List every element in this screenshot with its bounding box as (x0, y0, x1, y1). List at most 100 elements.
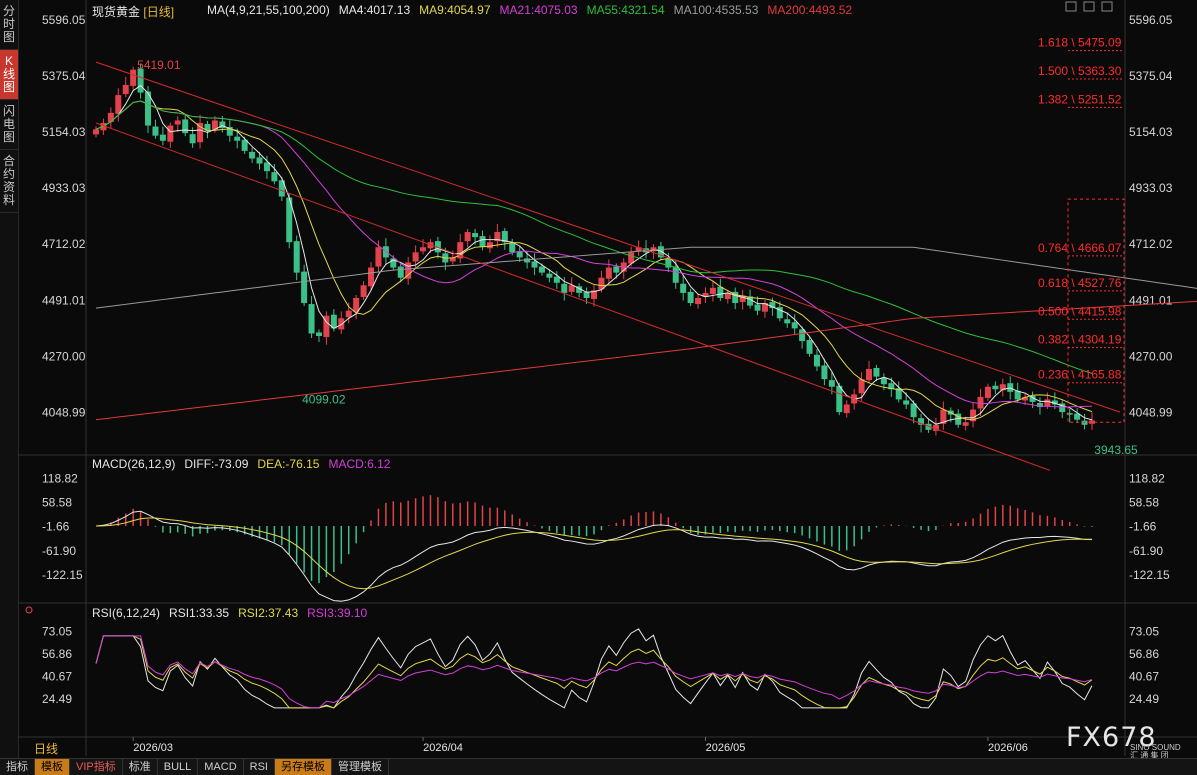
candle-body (249, 151, 256, 159)
candle-body (568, 285, 575, 292)
candle-body (315, 332, 322, 337)
candle-body (843, 404, 850, 414)
fib-label-6: 0.382 \ 4304.19 (1038, 333, 1122, 347)
candle-body (836, 385, 843, 413)
candle-body (390, 258, 397, 268)
rsi12-line (95, 635, 1093, 709)
candle-body (761, 303, 768, 312)
toolbar-tab-0[interactable]: 指标 (0, 759, 35, 775)
candle-18 (226, 120, 233, 142)
candle-118 (970, 402, 977, 428)
candle-body (368, 267, 375, 287)
low-label-2: 3943.65 (1094, 443, 1138, 457)
candle-body (434, 241, 441, 253)
candle-body (709, 287, 716, 294)
toolbar-tab-1[interactable]: 模板 (35, 759, 70, 775)
candle-body (531, 261, 538, 268)
rsi-tick-right-0: 73.05 (1129, 625, 1159, 639)
candle-body (145, 91, 152, 126)
candle-2 (107, 107, 114, 129)
rsi-tick-left-0: 73.05 (42, 625, 72, 639)
candle-body (955, 413, 962, 425)
legend-item-5: MA100:4535.53 (673, 3, 759, 17)
candle-body (472, 233, 479, 238)
candle-body (665, 258, 672, 268)
candle-29 (308, 295, 315, 339)
candle-body (93, 129, 99, 135)
candle-63 (561, 276, 568, 301)
candle-94 (791, 314, 798, 335)
candle-57 (516, 245, 523, 262)
candle-93 (784, 312, 791, 328)
fib-label-1: 1.500 \ 5363.30 (1038, 64, 1122, 78)
toolbar-tab-8[interactable]: 管理模板 (332, 759, 389, 775)
window-min-icon (1101, 1, 1113, 12)
candle-body (1074, 413, 1081, 420)
candle-119 (977, 388, 984, 417)
candle-3 (115, 88, 122, 122)
fib-label-3: 0.764 \ 4666.07 (1038, 241, 1122, 255)
price-tick-left-2: 5154.03 (42, 125, 86, 139)
view-tab-2[interactable]: 闪电图 (0, 100, 18, 150)
ma55-line (95, 100, 1093, 374)
timeframe-label[interactable]: 日线 (34, 742, 59, 756)
macd-tick-right-1: 58.58 (1129, 496, 1159, 510)
macd-diff-line (95, 510, 1093, 602)
candle-body (286, 197, 293, 243)
candle-body (866, 368, 873, 381)
x-tick-0: 2026/03 (133, 742, 173, 754)
view-tab-3[interactable]: 合约资料 (0, 150, 18, 213)
candle-105 (873, 364, 880, 382)
candle-body (583, 291, 590, 298)
candle-15 (204, 120, 211, 139)
toolbar-tab-4[interactable]: BULL (158, 759, 199, 775)
trendline-lower (95, 122, 1051, 471)
candle-body (486, 242, 493, 249)
candle-124 (1014, 382, 1021, 403)
candle-body (977, 396, 984, 409)
toolbar-tab-2[interactable]: VIP指标 (70, 759, 123, 775)
candle-body (501, 231, 508, 243)
candle-body (828, 380, 835, 387)
candle-body (353, 297, 360, 312)
candle-33 (338, 311, 345, 334)
candle-body (553, 276, 560, 283)
candle-22 (256, 151, 263, 170)
legend-item-2: MA9:4054.97 (419, 3, 491, 17)
legend-item-4: MA55:4321.54 (586, 3, 665, 17)
candle-130 (1059, 400, 1066, 419)
candle-body (538, 266, 545, 273)
candle-84 (717, 278, 724, 302)
macd-tick-left-0: 118.82 (42, 471, 78, 485)
toolbar-tab-3[interactable]: 标准 (123, 759, 158, 775)
candle-4 (122, 76, 129, 98)
candle-body (509, 243, 516, 253)
candle-0 (93, 126, 99, 138)
candle-body (301, 271, 308, 304)
candle-body (1007, 383, 1014, 392)
toolbar-tab-5[interactable]: MACD (198, 759, 244, 775)
candle-body (598, 277, 605, 290)
toolbar-tab-6[interactable]: RSI (244, 759, 275, 775)
logo-main: FX678 (1066, 722, 1157, 753)
price-tick-left-5: 4491.01 (42, 293, 86, 307)
candle-83 (709, 280, 716, 302)
candle-122 (999, 378, 1006, 397)
candle-body (159, 134, 166, 141)
toolbar-tab-7[interactable]: 另存模板 (275, 759, 332, 775)
candle-body (806, 340, 813, 354)
candle-body (613, 266, 620, 273)
candle-41 (397, 262, 404, 283)
legend-item-0: RSI(6,12,24) (92, 606, 161, 620)
legend-item-1: RSI1:33.35 (169, 606, 230, 620)
candle-body (122, 84, 129, 95)
candle-59 (531, 253, 538, 276)
candle-body (791, 322, 798, 329)
candle-112 (925, 418, 932, 433)
candle-body (880, 377, 887, 385)
view-tab-0[interactable]: 分时图 (0, 0, 18, 50)
candle-body (776, 307, 783, 319)
fib-label-5: 0.500 \ 4415.98 (1038, 304, 1122, 318)
